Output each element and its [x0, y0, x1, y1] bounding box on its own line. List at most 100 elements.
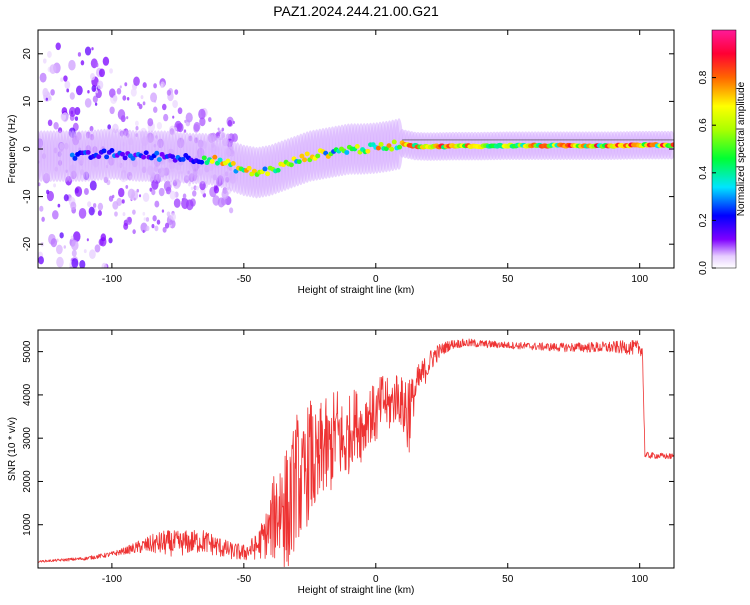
spectrogram-blob — [208, 117, 212, 123]
spectrogram-blob — [154, 225, 159, 232]
spectrogram-blob — [142, 82, 147, 89]
spectrogram-blob — [160, 83, 164, 88]
spectrogram-ridge-cell — [104, 154, 110, 160]
spectrogram-blob — [143, 217, 147, 221]
spectrogram-ridge-cell — [323, 150, 329, 156]
spectrogram-blob — [229, 207, 234, 214]
spectrogram-blob — [130, 88, 137, 97]
spectrogram-blob — [107, 124, 112, 130]
spectrogram-ridge-cell — [397, 144, 403, 150]
spectrogram-ridge-cell — [354, 143, 360, 149]
spectrogram-blob — [109, 68, 113, 74]
spectrogram-blob — [48, 95, 52, 101]
spectrogram-blob — [92, 95, 98, 103]
spectrogram-x-tick-label: 100 — [631, 274, 648, 285]
spectrogram-blob — [61, 112, 69, 123]
spectrogram-blob — [78, 207, 87, 219]
colorbar-label: Normalized spectral amplitude — [736, 81, 747, 216]
spectrogram-ridge-cell — [262, 166, 268, 172]
spectrogram-blob — [193, 121, 201, 132]
colorbar-gradient — [711, 29, 737, 269]
spectrogram-x-tick-label: 0 — [373, 274, 379, 285]
spectrogram-blob — [50, 89, 55, 96]
spectrogram-ridge-cell — [201, 155, 207, 161]
spectrogram-blob — [198, 108, 206, 120]
snr-x-tick-label: -100 — [102, 574, 122, 585]
spectrogram-blob — [161, 103, 167, 111]
spectrogram-blob — [57, 203, 61, 208]
spectrogram-ridge-cell — [154, 150, 160, 156]
spectrogram-blob — [75, 85, 83, 96]
spectrogram-blob — [116, 197, 123, 206]
spectrogram-blob — [118, 187, 125, 198]
spectrogram-blob — [177, 107, 183, 115]
spectrogram-blob — [97, 202, 104, 211]
spectrogram-blob — [153, 106, 158, 113]
spectrogram-blob — [172, 99, 178, 109]
spectrogram-blob — [145, 225, 150, 232]
spectrogram-y-tick-label: 20 — [22, 48, 33, 60]
spectrogram-blob — [217, 127, 220, 131]
spectrogram-blob — [184, 119, 187, 123]
spectrogram-blob — [47, 119, 53, 127]
spectrogram-ridge-cell — [315, 153, 321, 159]
snr-y-tick-label: 4000 — [22, 383, 33, 406]
spectrogram-blob — [94, 102, 98, 106]
snr-y-ticks: 1000 2000 3000 4000 5000 — [22, 340, 674, 536]
spectrogram-blob — [83, 249, 87, 254]
spectrogram-blob — [80, 60, 85, 66]
spectrogram-blob — [46, 189, 50, 195]
spectrogram-blob — [71, 258, 79, 268]
spectrogram-ridge-cell — [265, 171, 271, 177]
colorbar-tick-label: 0.2 — [698, 213, 709, 227]
spectrogram-blob — [165, 186, 172, 195]
spectrogram-blob — [68, 59, 76, 71]
spectrogram-blob — [95, 62, 99, 68]
spectrogram-blob — [132, 209, 136, 215]
spectrogram-blob — [126, 96, 130, 101]
spectrogram-blob — [47, 51, 52, 58]
spectrogram-ridge-cell — [375, 145, 381, 151]
spectrogram-blob — [101, 262, 108, 268]
spectrogram-blob — [161, 209, 165, 213]
spectrogram-blob — [140, 222, 148, 233]
spectrogram-blob — [174, 127, 177, 132]
spectrogram-blob — [124, 82, 128, 87]
snr-background — [38, 330, 674, 568]
spectrogram-blob — [86, 238, 89, 242]
spectrogram-blob — [172, 115, 175, 119]
spectrogram-blob — [91, 47, 94, 51]
spectrogram-ridge-cell — [378, 141, 384, 147]
spectrogram-ridge-cell — [217, 157, 223, 163]
spectrogram-blob — [133, 197, 136, 201]
spectrogram-blob — [163, 113, 169, 122]
spectrogram-ridge-cell — [170, 154, 176, 160]
spectrogram-blob — [52, 210, 59, 220]
figure-title: PAZ1.2024.244.21.00.G21 — [273, 3, 439, 19]
snr-y-tick-label: 1000 — [22, 513, 33, 536]
spectrogram-blob — [134, 120, 139, 127]
spectrogram-ridge-cell — [389, 146, 395, 152]
snr-x-tick-label: -50 — [237, 574, 252, 585]
spectrogram-blob — [88, 206, 95, 216]
spectrogram-blob — [87, 201, 92, 208]
spectrogram-ridge-cell — [212, 154, 218, 160]
spectrogram-ridge-cell — [156, 157, 162, 162]
spectrogram-blob — [100, 233, 107, 242]
spectrogram-blob — [70, 235, 74, 240]
spectrogram-ridge-cell — [230, 161, 236, 166]
spectrogram-blob — [102, 56, 110, 66]
spectrogram-ridge-cell — [85, 149, 91, 155]
spectrogram-blob — [138, 194, 142, 198]
spectrogram-blob — [63, 245, 67, 249]
spectrogram-blob — [114, 211, 118, 217]
snr-x-tick-label: 100 — [631, 574, 648, 585]
colorbar-tick-label: 0.0 — [698, 261, 709, 275]
spectrogram-blob — [89, 249, 96, 260]
spectrogram-y-ticks: -20 -10 0 10 20 — [22, 48, 674, 251]
spectrogram-ridge-cell — [96, 154, 102, 160]
spectrogram-blob — [173, 198, 181, 208]
spectrogram-blob — [56, 256, 64, 268]
spectrogram-blob — [89, 180, 97, 191]
